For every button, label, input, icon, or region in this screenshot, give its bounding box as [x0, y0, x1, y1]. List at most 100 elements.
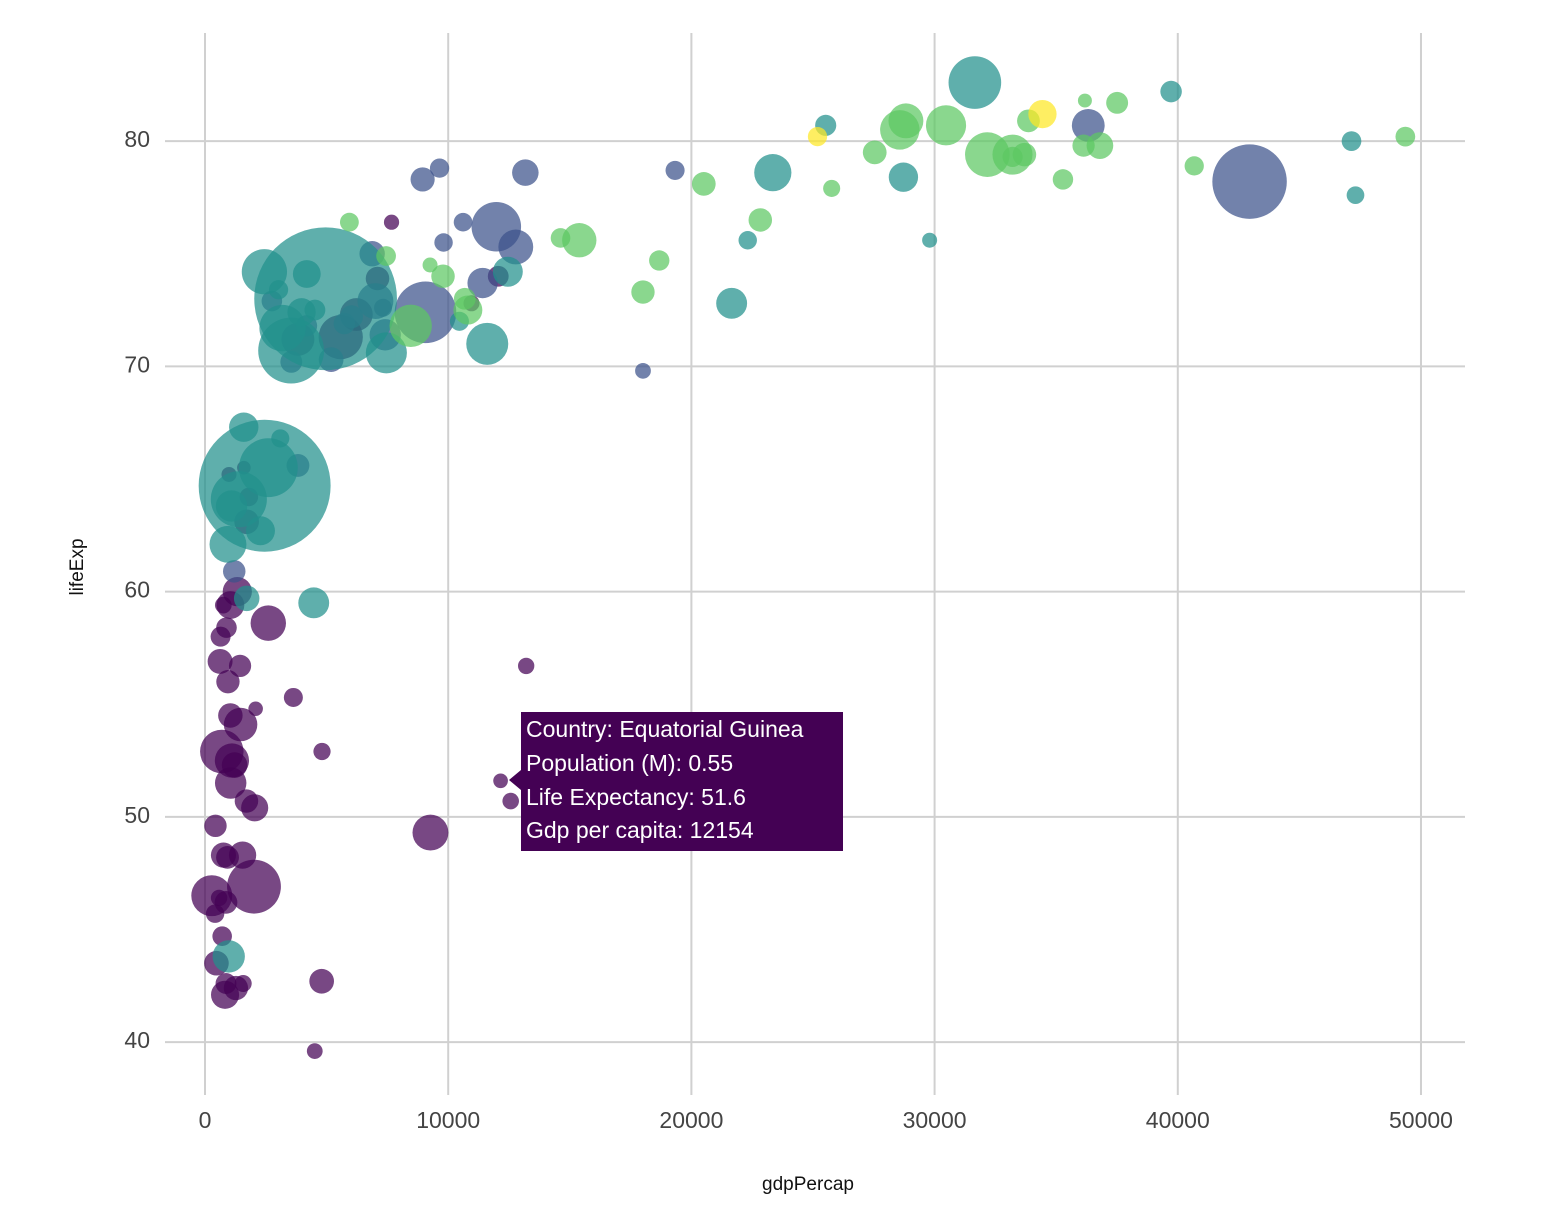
bubble — [471, 201, 522, 252]
bubble — [992, 134, 1033, 175]
bubble — [434, 233, 453, 252]
bubble — [1341, 131, 1362, 151]
bubble — [862, 140, 887, 165]
bubble — [649, 250, 670, 271]
bubble — [216, 670, 240, 694]
bubble — [631, 280, 655, 304]
bubble — [238, 438, 298, 498]
bubble — [1346, 186, 1365, 205]
bubble — [383, 214, 400, 230]
bubble — [313, 742, 331, 761]
bubble — [925, 105, 967, 146]
bubble — [222, 560, 246, 583]
x-tick-label: 30000 — [903, 1107, 967, 1133]
bubble — [888, 103, 924, 139]
bubble — [283, 687, 303, 707]
bubble — [823, 179, 841, 197]
x-tick-label: 40000 — [1146, 1107, 1210, 1133]
y-tick-label: 40 — [124, 1027, 150, 1053]
bubble — [431, 264, 455, 289]
bubble — [245, 516, 275, 546]
bubble — [250, 605, 286, 641]
bubble — [1184, 156, 1204, 176]
bubble — [453, 212, 473, 232]
x-tick-label: 10000 — [416, 1107, 480, 1133]
bubble — [502, 792, 519, 810]
bubble — [429, 158, 450, 178]
y-tick-label: 60 — [124, 577, 150, 603]
bubble — [215, 490, 248, 522]
bubble — [216, 845, 239, 869]
bubble — [298, 587, 330, 619]
bubble — [365, 332, 407, 374]
bubble — [492, 256, 523, 287]
bubble — [948, 56, 1002, 109]
x-tick-label: 0 — [199, 1107, 212, 1133]
bubble — [807, 126, 828, 147]
bubble — [306, 1043, 323, 1059]
bubble — [228, 654, 252, 678]
bubble — [412, 814, 449, 851]
plot-area — [191, 56, 1416, 1059]
bubble — [1212, 144, 1287, 219]
tooltip-box — [521, 712, 843, 851]
bubble — [218, 703, 243, 728]
bubble — [716, 287, 748, 319]
bubble — [691, 172, 716, 196]
x-tick-label: 50000 — [1389, 1107, 1453, 1133]
tooltip-line: Population (M): 0.55 — [526, 750, 733, 776]
x-tick-label: 20000 — [659, 1107, 723, 1133]
bubble — [453, 295, 483, 325]
bubble — [1395, 126, 1416, 147]
bubble — [214, 743, 250, 778]
bubble — [1160, 80, 1182, 103]
bubble — [422, 257, 438, 273]
bubble — [754, 154, 792, 192]
x-axis-title: gdpPercap — [762, 1174, 854, 1195]
bubble — [268, 280, 289, 300]
bubble — [512, 159, 539, 186]
bubble — [1052, 169, 1074, 190]
bubble — [466, 322, 509, 365]
bubble — [888, 162, 919, 192]
bubble — [209, 525, 247, 563]
bubble — [665, 160, 685, 180]
tooltip-line: Life Expectancy: 51.6 — [526, 784, 746, 810]
bubble — [287, 298, 316, 327]
bubble — [204, 814, 227, 838]
bubble — [1028, 99, 1057, 129]
bubble — [562, 223, 597, 258]
bubble — [467, 267, 498, 299]
bubble — [1086, 132, 1114, 159]
bubble — [738, 230, 757, 250]
y-tick-label: 70 — [124, 351, 150, 377]
bubble — [1106, 91, 1129, 114]
bubble — [214, 891, 238, 914]
bubble — [227, 859, 281, 914]
bubble — [1077, 93, 1092, 108]
tooltip-line: Country: Equatorial Guinea — [526, 716, 804, 742]
bubble — [376, 246, 396, 266]
tooltip-line: Gdp per capita: 12154 — [526, 817, 754, 843]
bubble — [922, 232, 938, 248]
bubble — [339, 212, 359, 232]
bubble — [309, 968, 335, 994]
bubble — [389, 304, 432, 347]
y-tick-label: 50 — [124, 802, 150, 828]
bubble — [292, 260, 321, 288]
bubble — [229, 412, 259, 442]
bubble — [635, 362, 651, 379]
bubble — [233, 585, 260, 612]
y-tick-label: 80 — [124, 126, 150, 152]
tooltip: Country: Equatorial Guinea Population (M… — [509, 712, 843, 851]
y-axis-title: lifeExp — [67, 538, 88, 595]
bubble — [207, 648, 233, 674]
bubble — [212, 940, 245, 973]
tooltip-arrow — [509, 770, 521, 790]
bubble — [216, 617, 237, 638]
bubble — [214, 767, 247, 799]
grid — [165, 33, 1465, 1095]
bubble — [518, 657, 535, 675]
bubble — [748, 208, 773, 232]
